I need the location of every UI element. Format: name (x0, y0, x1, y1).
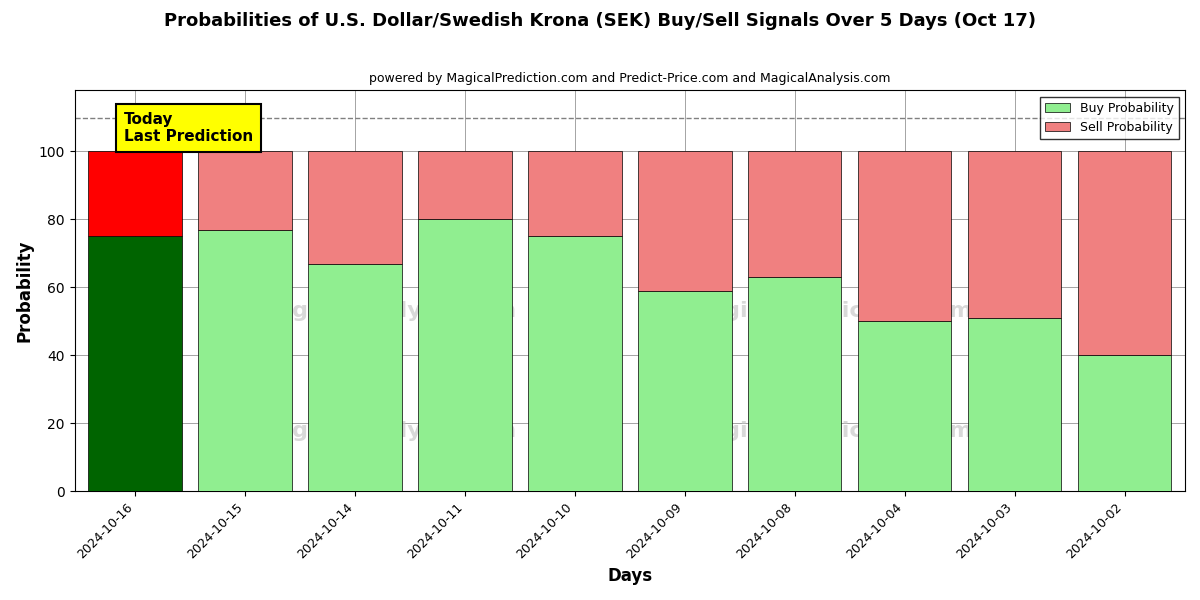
Bar (419, 151, 511, 220)
Bar (858, 322, 952, 491)
Bar (308, 151, 402, 263)
Bar (198, 151, 292, 230)
Bar (1078, 151, 1171, 355)
Bar (528, 151, 622, 236)
Bar (968, 318, 1061, 491)
Bar (748, 151, 841, 277)
Bar (198, 230, 292, 491)
Text: MagicalPrediction.com: MagicalPrediction.com (688, 421, 972, 441)
Bar (308, 263, 402, 491)
Text: MagicalAnalysis.com: MagicalAnalysis.com (254, 421, 516, 441)
Bar (638, 151, 732, 291)
Bar (638, 291, 732, 491)
Y-axis label: Probability: Probability (16, 239, 34, 342)
Bar (89, 151, 182, 236)
Text: MagicalPrediction.com: MagicalPrediction.com (688, 301, 972, 321)
Text: MagicalAnalysis.com: MagicalAnalysis.com (254, 301, 516, 321)
X-axis label: Days: Days (607, 567, 653, 585)
Legend: Buy Probability, Sell Probability: Buy Probability, Sell Probability (1040, 97, 1178, 139)
Text: Probabilities of U.S. Dollar/Swedish Krona (SEK) Buy/Sell Signals Over 5 Days (O: Probabilities of U.S. Dollar/Swedish Kro… (164, 12, 1036, 30)
Bar (528, 236, 622, 491)
Bar (748, 277, 841, 491)
Text: Today
Last Prediction: Today Last Prediction (124, 112, 253, 144)
Bar (1078, 355, 1171, 491)
Bar (89, 236, 182, 491)
Bar (858, 151, 952, 322)
Bar (968, 151, 1061, 318)
Title: powered by MagicalPrediction.com and Predict-Price.com and MagicalAnalysis.com: powered by MagicalPrediction.com and Pre… (370, 72, 890, 85)
Bar (419, 220, 511, 491)
